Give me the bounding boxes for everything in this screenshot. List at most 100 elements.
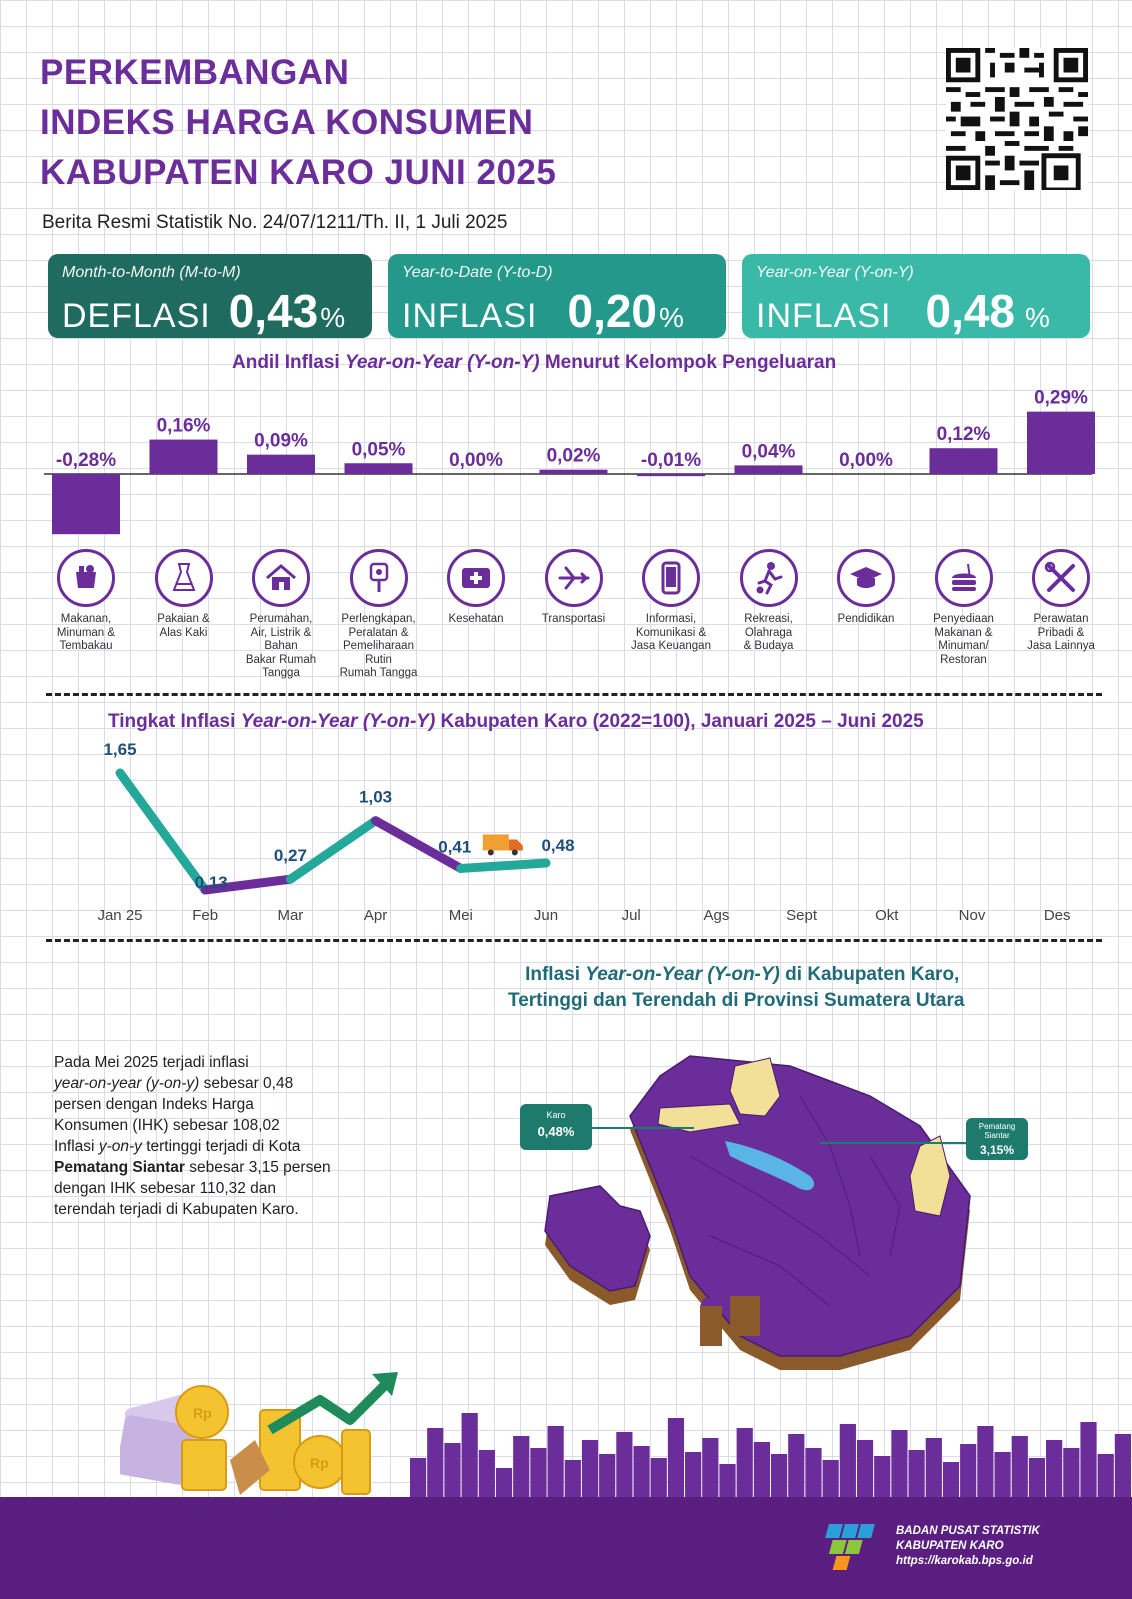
skyline-building [581,1440,599,1498]
soccer-icon [739,549,798,607]
category-label: Perawatan Pribadi & Jasa Lainnya [1027,613,1095,652]
para-line-7: dengan IHK sebesar 110,32 dan [54,1180,277,1197]
skyline-building [410,1458,427,1498]
line-segment [371,816,466,873]
skyline-building [1028,1458,1046,1498]
x-tick-label: Ags [703,907,729,924]
category-item: Kesehatan [424,549,528,627]
category-label: Makanan, Minuman & Tembakau [56,613,116,652]
para-line-6a: Pematang Siantar [54,1159,185,1176]
page-title: PERKEMBANGAN INDEKS HARGA KONSUMEN KABUP… [40,48,556,198]
map-title: Inflasi Year-on-Year (Y-on-Y) di Kabupat… [508,962,964,1014]
skyline-building [942,1462,960,1498]
yoy-line-chart: Jan 25 Feb Mar Apr Mei Jun Jul Ags Sept Okt Nov Des… [97,740,1071,924]
plug-icon [349,549,408,607]
svg-text:Rp: Rp [193,1405,212,1421]
line-title-part-2: Year-on-Year (Y-on-Y) [240,711,436,732]
skyline-building [874,1456,891,1498]
skyline-building [547,1426,564,1498]
x-tick-label: Feb [192,907,218,924]
bar-value-label: 0,04% [742,441,796,462]
x-tick-label: Mar [277,907,303,924]
category-label: Kesehatan [448,613,504,625]
x-tick-label: Des [1044,907,1071,924]
food-drink-icon [934,549,993,607]
skyline-building [564,1460,581,1498]
category-label: Rekreasi, Olahraga & Budaya [743,613,794,652]
qr-code-icon[interactable] [946,48,1088,190]
skyline-building [994,1452,1011,1498]
card-mtm-kind: DEFLASI [62,297,211,335]
card-ytd-label: Year-to-Date (Y-to-D) [402,264,553,281]
x-tick-label: Okt [875,907,899,924]
footer-text: BADAN PUSAT STATISTIK KABUPATEN KARO htt… [896,1524,1040,1569]
skyline-building [530,1448,547,1498]
bar-value-label: 0,12% [937,424,991,445]
footer-url[interactable]: https://karokab.bps.go.id [896,1555,1033,1567]
line-segment [285,816,381,884]
skyline-building [685,1452,702,1498]
para-line-3: persen dengan Indeks Harga [54,1096,254,1113]
card-mtm-label: Month-to-Month (M-to-M) [62,264,241,281]
point-value-label: 0,13 [195,873,228,892]
karo-callout-line [592,1127,694,1129]
money-illustration: Rp Rp [120,1372,398,1495]
bps-logo-icon [825,1524,875,1570]
city-skyline [410,1413,1131,1498]
bar-value-label: 0,29% [1034,388,1088,409]
skyline-building [1097,1454,1114,1498]
footer-org: BADAN PUSAT STATISTIK [896,1525,1040,1537]
para-line-5c: tertinggi terjadi di Kota [141,1138,301,1155]
bar-value-label: -0,01% [641,450,701,471]
footer-region: KABUPATEN KARO [896,1540,1004,1552]
bar [734,465,803,474]
bar-value-label: 0,02% [547,446,601,467]
point-value-label: 0,48 [541,836,574,855]
x-tick-label: Sept [786,907,818,924]
bar [539,469,608,474]
skyline-building [1114,1434,1131,1498]
category-label: Transportasi [541,613,606,625]
card-yoy-value: 0,48 [925,285,1016,337]
skyline-building [667,1418,685,1498]
point-value-label: 0,27 [274,846,307,865]
card-yoy: Year-on-Year (Y-on-Y) INFLASI 0,48 % [742,254,1090,338]
karo-callout: Karo 0,48% [520,1104,592,1150]
siantar-callout-line [820,1142,966,1144]
line-title-part-1: Tingkat Inflasi [108,711,241,732]
card-ytd-value: 0,20 [567,285,658,337]
skyline-building [805,1448,822,1498]
skyline-building [616,1432,633,1498]
point-value-label: 1,03 [359,788,392,807]
skyline-building [1080,1422,1097,1498]
siantar-callout: Pematang Siantar 3,15% [966,1118,1028,1160]
skyline-building [478,1450,495,1498]
skyline-building [461,1413,478,1498]
card-ytd-kind: INFLASI [402,297,538,335]
bar [344,463,413,474]
category-label: Pakaian & Alas Kaki [157,613,210,639]
divider-1 [46,693,1102,696]
line-segment [200,874,295,895]
para-line-4: Konsumen (IHK) sebesar 108,02 [54,1117,280,1134]
skyline-building [822,1460,839,1498]
skyline-building [495,1468,513,1498]
category-label: Perlengkapan, Peralatan & Pemeliharaan R… [339,613,418,679]
smartphone-icon [642,549,700,607]
tools-icon [1032,549,1090,607]
point-value-label: 1,65 [103,740,136,759]
category-item: Perawatan Pribadi & Jasa Lainnya [1009,549,1113,654]
x-tick-label: Apr [364,907,387,924]
skyline-building [908,1450,925,1498]
card-mtm-value: 0,43 [228,285,319,337]
card-ytd-unit: % [659,302,684,333]
bar [247,454,315,474]
skyline-building [839,1424,856,1498]
category-item: Pakaian & Alas Kaki [132,549,236,640]
category-item: Informasi, Komunikasi & Jasa Keuangan [619,549,723,654]
skyline-building [633,1446,650,1498]
bar [1027,411,1095,474]
title-line-3: KABUPATEN KARO JUNI 2025 [40,153,557,192]
card-yoy-unit: % [1025,302,1050,333]
category-label: Perumahan, Air, Listrik & Bahan Bakar Ru… [245,613,317,679]
